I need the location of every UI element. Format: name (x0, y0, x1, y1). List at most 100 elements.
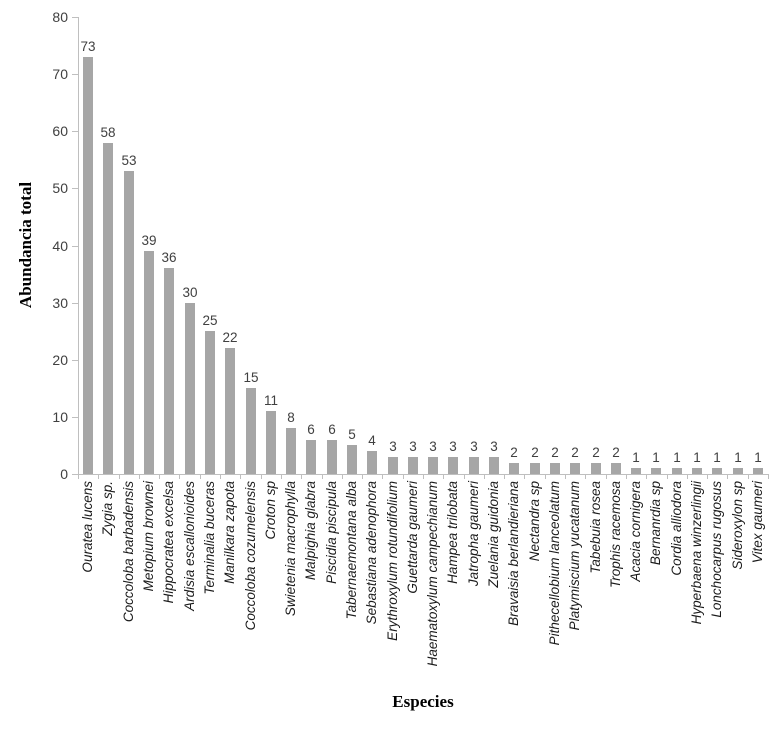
category-label: Piscidia piscipula (324, 481, 339, 584)
x-axis-tick (322, 475, 323, 479)
category-label: Manilkara zapota (222, 481, 237, 584)
x-axis-tick (78, 475, 79, 479)
bar (489, 457, 499, 474)
y-axis-tick (72, 417, 78, 418)
x-axis-tick (524, 475, 525, 479)
bar (266, 411, 276, 474)
x-axis-tick (382, 475, 383, 479)
bar (733, 468, 743, 474)
y-tick-label: 70 (52, 66, 68, 82)
bar-value-label: 22 (222, 330, 238, 345)
bar-value-label: 1 (693, 450, 701, 465)
bar-value-label: 39 (141, 233, 157, 248)
bar-value-label: 4 (368, 433, 376, 448)
x-axis-tick (585, 475, 586, 479)
category-label: Lonchocarpus rugosus (709, 481, 724, 618)
bar-value-label: 1 (713, 450, 721, 465)
y-tick-label: 60 (52, 123, 68, 139)
bar (367, 451, 377, 474)
bar-value-label: 1 (673, 450, 681, 465)
category-label: Sideroxylon sp (730, 481, 745, 570)
bar-value-label: 25 (202, 313, 218, 328)
bar-value-label: 73 (80, 39, 96, 54)
bar (124, 171, 134, 474)
y-tick-label: 0 (60, 466, 68, 482)
x-axis-tick (261, 475, 262, 479)
bar (246, 388, 256, 474)
bar-value-label: 5 (348, 427, 356, 442)
bar (509, 463, 519, 474)
y-tick-label: 20 (52, 352, 68, 368)
bar-value-label: 53 (121, 153, 137, 168)
bar (672, 468, 682, 474)
category-label: Ardisia escallonioides (182, 481, 197, 611)
x-axis-tick (342, 475, 343, 479)
category-label: Cordia alliodora (669, 481, 684, 576)
category-label: Croton sp (263, 481, 278, 540)
bar (570, 463, 580, 474)
y-tick-label: 10 (52, 409, 68, 425)
category-label: Nectandra sp (527, 481, 542, 562)
bar (448, 457, 458, 474)
x-axis-tick (179, 475, 180, 479)
x-axis-tick (98, 475, 99, 479)
x-axis-tick (626, 475, 627, 479)
bar-value-label: 1 (754, 450, 762, 465)
bar (428, 457, 438, 474)
bar-value-label: 11 (263, 393, 278, 408)
y-axis-tick (72, 360, 78, 361)
x-axis-tick (484, 475, 485, 479)
bar-value-label: 3 (490, 439, 498, 454)
y-axis-line (78, 17, 79, 474)
x-axis-tick (281, 475, 282, 479)
category-label: Hampea trilobata (445, 481, 460, 584)
x-axis-tick (565, 475, 566, 479)
x-axis-tick (687, 475, 688, 479)
bar-value-label: 36 (161, 250, 177, 265)
x-axis-tick (443, 475, 444, 479)
bar-value-label: 2 (531, 445, 539, 460)
bar (651, 468, 661, 474)
category-label: Coccoloba barbadensis (121, 481, 136, 623)
x-axis-tick (545, 475, 546, 479)
bar (185, 303, 195, 474)
y-tick-label: 50 (52, 180, 68, 196)
bar (286, 428, 296, 474)
category-label: Swietenia macrophylla (283, 481, 298, 617)
category-label: Tabebuia rosea (588, 481, 603, 574)
bar (164, 268, 174, 474)
bar (388, 457, 398, 474)
bar-value-label: 2 (551, 445, 559, 460)
x-axis-tick (159, 475, 160, 479)
y-axis-tick (72, 17, 78, 18)
category-label: Pithecellobium lanceolatum (547, 481, 562, 646)
x-axis-tick (707, 475, 708, 479)
bar (225, 348, 235, 474)
bar (408, 457, 418, 474)
bar (591, 463, 601, 474)
bar-value-label: 3 (409, 439, 417, 454)
x-axis-tick (139, 475, 140, 479)
x-axis-tick (504, 475, 505, 479)
bar (327, 440, 337, 474)
bar-value-label: 2 (571, 445, 579, 460)
category-label: Haematoxylum campechianum (425, 481, 440, 667)
bar (611, 463, 621, 474)
x-axis-tick (119, 475, 120, 479)
category-label: Zuelania guidonia (486, 481, 501, 588)
bar (103, 143, 113, 474)
y-axis-tick (72, 303, 78, 304)
bar (205, 331, 215, 474)
x-axis-tick (362, 475, 363, 479)
bar (692, 468, 702, 474)
bar-value-label: 3 (389, 439, 397, 454)
bar (550, 463, 560, 474)
y-tick-label: 40 (52, 238, 68, 254)
y-axis-tick (72, 188, 78, 189)
x-axis-tick (768, 475, 769, 479)
y-tick-label: 80 (52, 9, 68, 25)
y-axis-tick (72, 246, 78, 247)
x-axis-tick (667, 475, 668, 479)
bar-value-label: 2 (612, 445, 620, 460)
